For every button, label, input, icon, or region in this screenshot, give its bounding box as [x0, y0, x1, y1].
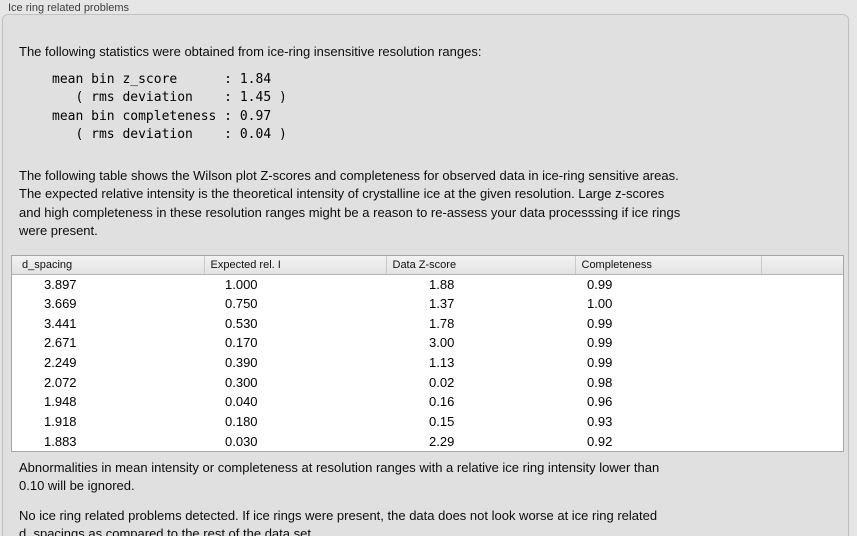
table-cell: 0.93: [587, 414, 613, 430]
statistics-block: mean bin z_score : 1.84 ( rms deviation …: [52, 72, 287, 143]
group-box-label: Ice ring related problems: [8, 2, 130, 14]
ignored-note-text: Abnormalities in mean intensity or compl…: [19, 460, 660, 494]
conclusion-text: No ice ring related problems detected. I…: [19, 508, 658, 536]
table-cell: 3.441: [44, 315, 77, 331]
table-cell: 0.530: [225, 315, 258, 331]
column-header-expected-rel-i[interactable]: Expected rel. I: [203, 256, 386, 275]
table-row[interactable]: 2.072 0.300 0.02 0.98: [12, 372, 843, 392]
table-cell: 1.883: [44, 433, 77, 449]
table-description-text: The following table shows the Wilson plo…: [19, 168, 681, 238]
table-row[interactable]: 3.897 1.000 1.88 0.99: [12, 274, 843, 294]
table-cell: [761, 353, 843, 373]
table-cell: [761, 274, 843, 294]
table-cell: 1.88: [429, 276, 455, 292]
table-cell: 1.78: [429, 315, 455, 331]
table-cell: 1.000: [225, 276, 258, 292]
table-cell: 1.00: [587, 296, 613, 312]
table-row[interactable]: 2.249 0.390 1.13 0.99: [12, 353, 843, 373]
table-cell: 0.030: [225, 433, 258, 449]
table-cell: [761, 432, 843, 452]
table-cell: 0.170: [225, 335, 258, 351]
table-cell: 0.040: [225, 394, 258, 410]
table-cell: 0.180: [225, 414, 258, 430]
table-cell: 0.99: [587, 335, 613, 351]
table-row[interactable]: 1.948 0.040 0.16 0.96: [12, 392, 843, 412]
table-cell: 0.92: [587, 433, 613, 449]
table-cell: 1.37: [429, 296, 455, 312]
table-cell: [761, 412, 843, 432]
column-header-d-spacing[interactable]: d_spacing: [12, 256, 204, 275]
table-cell: 0.390: [225, 355, 258, 371]
table-cell: [761, 333, 843, 353]
table-cell: [761, 372, 843, 392]
column-header-data-z-score[interactable]: Data Z-score: [385, 256, 575, 275]
column-header-completeness[interactable]: Completeness: [574, 256, 761, 275]
table-cell: 0.99: [587, 355, 613, 371]
table-cell: 0.96: [587, 394, 613, 410]
table-cell: 3.897: [44, 276, 77, 292]
table-cell: 0.300: [225, 374, 258, 390]
ice-ring-table[interactable]: d_spacing Expected rel. I Data Z-score Comp…: [11, 255, 844, 453]
table-cell: 0.02: [429, 374, 455, 390]
table-cell: 0.750: [225, 296, 258, 312]
table-cell: 2.671: [44, 335, 77, 351]
table-cell: 2.249: [44, 355, 77, 371]
column-header-empty[interactable]: [760, 256, 843, 275]
table-cell: 3.00: [429, 335, 455, 351]
table-row[interactable]: 3.441 0.530 1.78 0.99: [12, 313, 843, 333]
ice-ring-list-control[interactable]: d_spacing Expected rel. I Data Z-score Comp…: [12, 256, 843, 452]
table-cell: [761, 392, 843, 412]
table-cell: 2.072: [44, 374, 77, 390]
table-row[interactable]: 1.918 0.180 0.15 0.93: [12, 412, 843, 432]
table-row[interactable]: 1.883 0.030 2.29 0.92: [12, 432, 843, 452]
table-cell: 0.16: [429, 394, 455, 410]
table-row[interactable]: 3.669 0.750 1.37 1.00: [12, 294, 843, 314]
table-cell: 1.918: [44, 414, 77, 430]
table-cell: 0.98: [587, 374, 613, 390]
table-cell: 3.669: [44, 296, 77, 312]
table-cell: 0.99: [587, 276, 613, 292]
table-cell: 1.13: [429, 355, 455, 371]
table-cell: [761, 294, 843, 314]
intro-text: The following statistics were obtained f…: [19, 44, 482, 59]
table-cell: 0.15: [429, 414, 455, 430]
table-cell: 0.99: [587, 315, 613, 331]
table-cell: 1.948: [44, 394, 77, 410]
ice-ring-group-box: The following statistics were obtained f…: [2, 14, 849, 536]
table-header-row: d_spacing Expected rel. I Data Z-score Comp…: [12, 256, 843, 275]
table-cell: 2.29: [429, 433, 455, 449]
table-row[interactable]: 2.671 0.170 3.00 0.99: [12, 333, 843, 353]
table-cell: [761, 313, 843, 333]
